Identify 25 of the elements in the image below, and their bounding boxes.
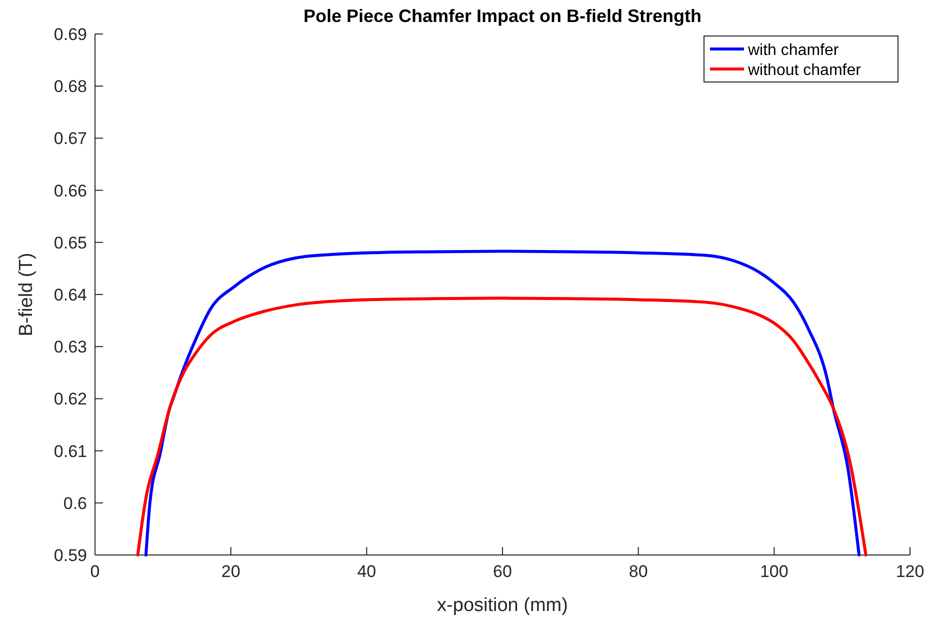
y-tick-label: 0.61	[54, 442, 87, 461]
chart-title: Pole Piece Chamfer Impact on B-field Strength	[303, 6, 702, 26]
legend-label: with chamfer	[747, 42, 840, 59]
y-tick-label: 0.6	[63, 494, 87, 513]
y-tick-label: 0.68	[54, 77, 87, 96]
x-tick-label: 40	[357, 562, 376, 581]
y-tick-label: 0.66	[54, 181, 87, 200]
x-tick-label: 60	[493, 562, 512, 581]
y-tick-label: 0.59	[54, 546, 87, 565]
legend-label: without chamfer	[747, 62, 862, 79]
y-tick-label: 0.64	[54, 286, 87, 304]
y-tick-label: 0.65	[54, 233, 87, 252]
y-tick-label: 0.62	[54, 390, 87, 409]
y-tick-label: 0.63	[54, 338, 87, 357]
y-tick-label: 0.67	[54, 129, 87, 148]
line-series	[136, 296, 868, 556]
y-axis-title: B-field (T)	[16, 252, 37, 336]
x-tick-label: 80	[628, 562, 648, 581]
x-tick-label: 100	[760, 562, 788, 581]
line-series	[144, 250, 861, 556]
x-tick-label: 0	[90, 562, 100, 581]
y-tick-label: 0.69	[54, 25, 87, 44]
x-tick-label: 120	[896, 562, 924, 581]
x-axis-title: x-position (mm)	[437, 595, 568, 616]
x-tick-label: 20	[221, 562, 240, 581]
